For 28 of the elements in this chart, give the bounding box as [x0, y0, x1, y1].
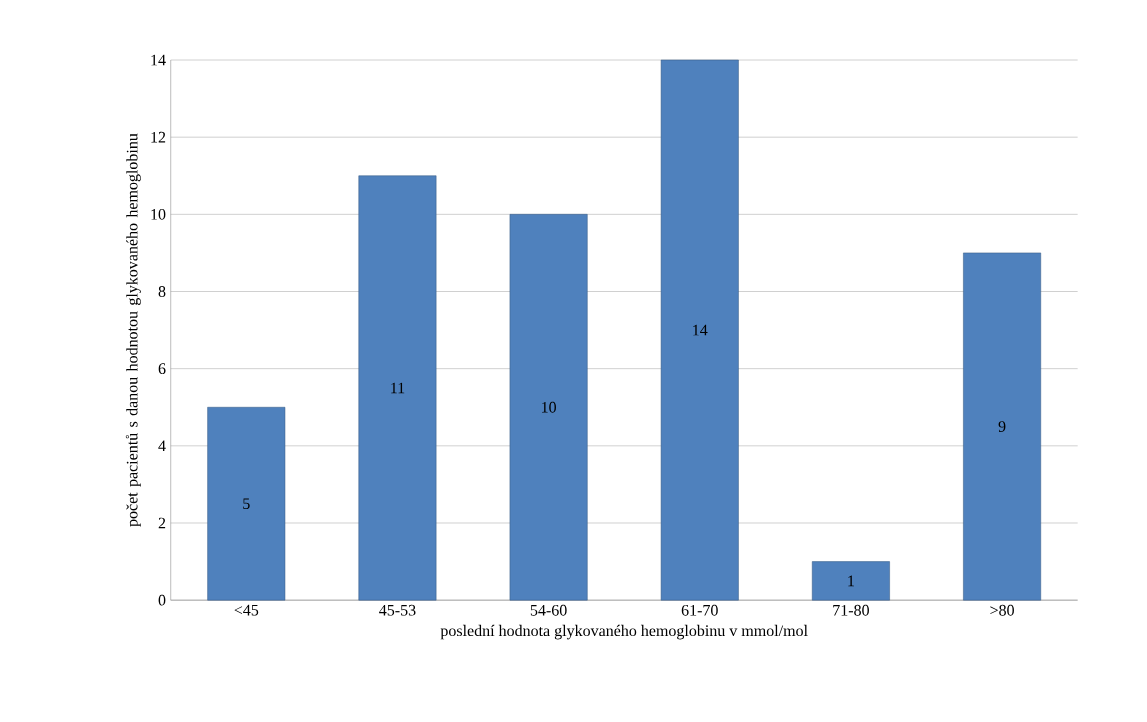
- y-tick-label: 14: [151, 54, 166, 66]
- x-tick-label: 71-80: [833, 605, 869, 616]
- bar: [660, 59, 739, 601]
- x-tick-label: 61-70: [681, 605, 718, 616]
- x-tick-label: 45-53: [379, 605, 416, 616]
- y-tick-label: 8: [158, 286, 166, 298]
- data-label: 9: [998, 421, 1006, 433]
- x-tick-label: >80: [990, 605, 1014, 616]
- data-label: 11: [391, 382, 405, 394]
- y-axis-title: počet pacientů s danou hodnotou glykovaného hemoglobinu: [125, 133, 141, 527]
- bar: [358, 175, 437, 601]
- bar: [207, 407, 286, 601]
- y-tick-label: 12: [151, 132, 166, 143]
- y-tick-label: 4: [158, 440, 166, 452]
- x-tick-label: <45: [234, 605, 259, 616]
- data-label: 14: [693, 325, 708, 336]
- bar: [963, 252, 1042, 601]
- data-label: 5: [243, 498, 250, 510]
- y-tick-label: 6: [158, 363, 166, 375]
- y-tick-label: 0: [158, 594, 166, 606]
- x-axis-title: poslední hodnota glykovaného hemoglobinu v mmol/mol: [440, 625, 808, 640]
- bar: [509, 214, 588, 601]
- data-label: 10: [542, 402, 556, 413]
- x-tick-label: 54-60: [530, 605, 567, 616]
- y-tick-label: 10: [151, 209, 166, 220]
- data-label: 1: [848, 575, 854, 587]
- y-tick-label: 2: [158, 517, 166, 529]
- bar: [811, 561, 890, 601]
